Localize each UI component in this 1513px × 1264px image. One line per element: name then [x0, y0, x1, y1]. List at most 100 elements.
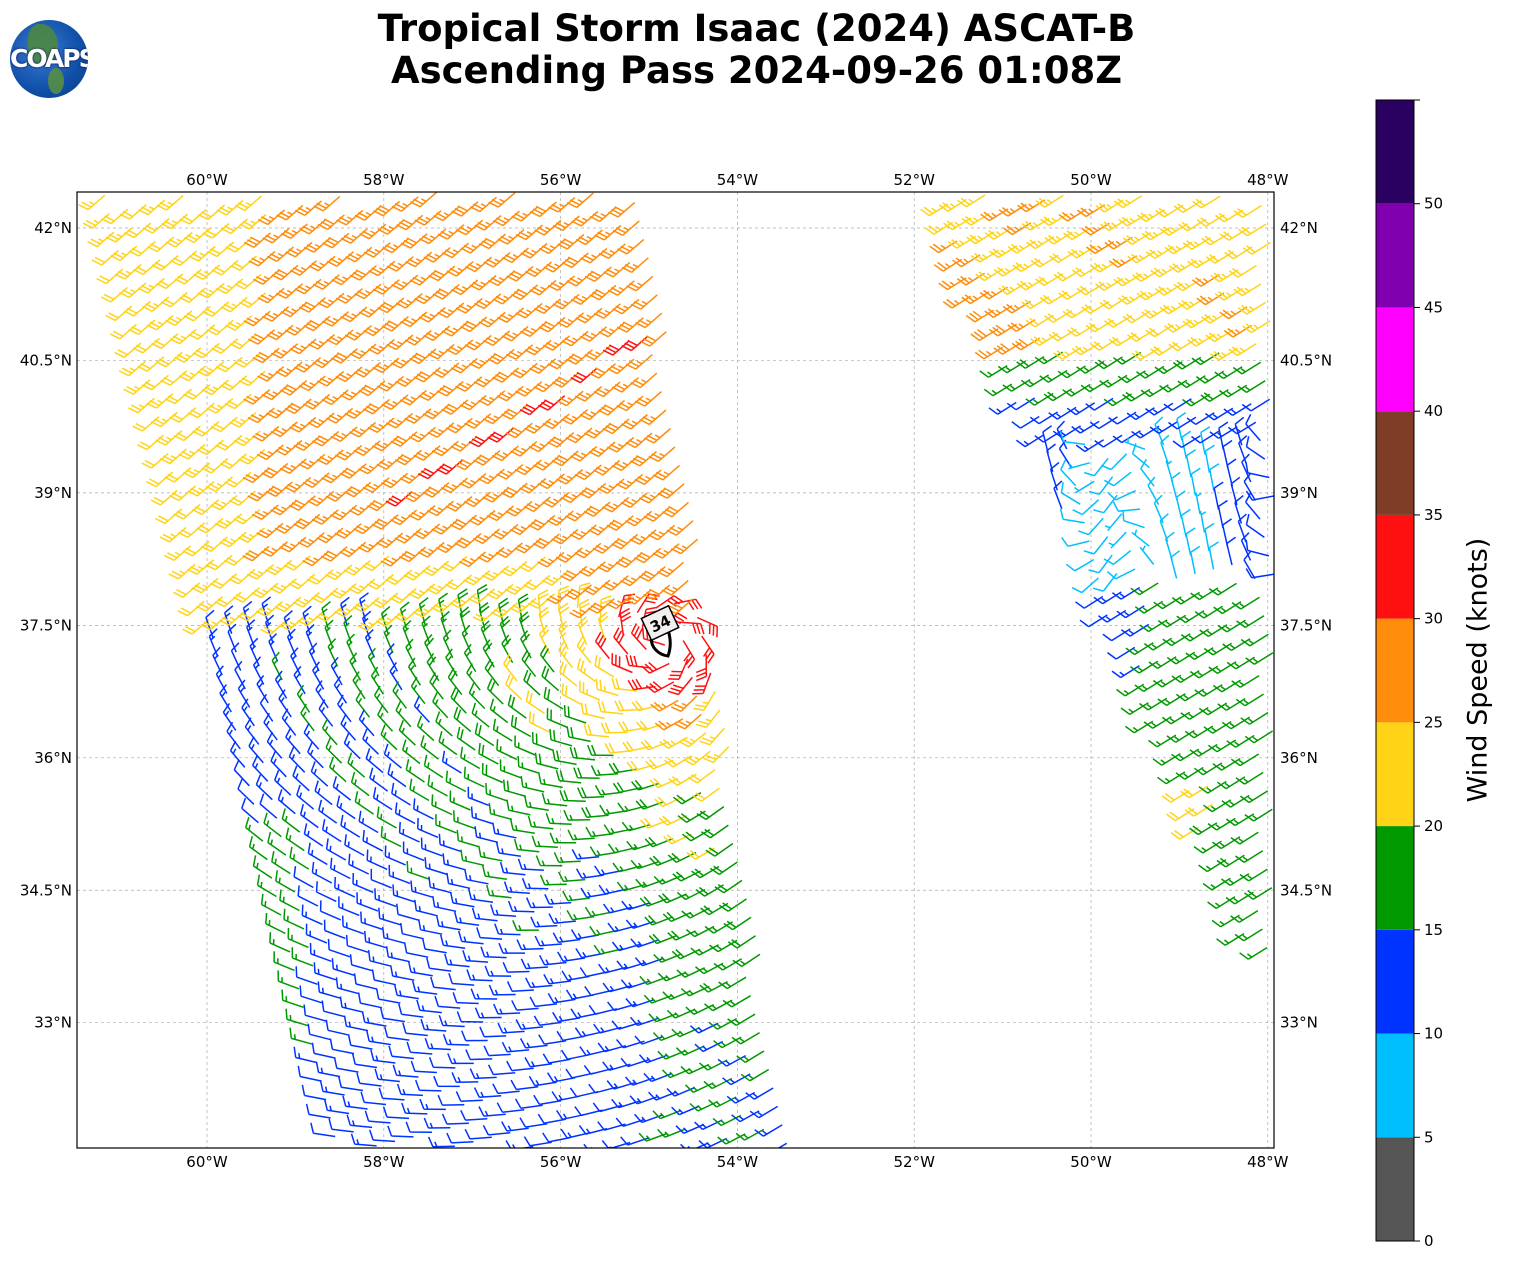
wind-barb [579, 404, 607, 421]
wind-barb [574, 542, 602, 559]
wind-barb [1058, 287, 1087, 300]
wind-barb [260, 619, 288, 636]
wind-barb [1217, 499, 1228, 529]
wind-barb [562, 890, 590, 902]
wind-barb [202, 222, 230, 239]
wind-barb [431, 519, 459, 535]
wind-barb [611, 677, 637, 692]
wind-barb [164, 467, 192, 483]
wind-barb [424, 633, 435, 663]
wind-barb [435, 915, 461, 931]
wind-barb [696, 616, 719, 638]
wind-barb [1182, 315, 1211, 329]
wind-barb [394, 606, 422, 623]
wind-barb [293, 1046, 318, 1064]
wind-barb [164, 545, 192, 561]
wind-barb [661, 580, 689, 596]
wind-barb [100, 286, 128, 303]
wind-barb [537, 1113, 566, 1124]
wind-barb [488, 270, 516, 287]
wind-barb [333, 675, 348, 704]
wind-barb [362, 477, 390, 493]
wind-barb [305, 1103, 331, 1119]
wind-barb [230, 255, 258, 271]
wind-barb [462, 950, 489, 963]
wind-barb [975, 268, 1004, 282]
wind-barb [1076, 360, 1105, 374]
wind-barb [361, 1011, 387, 1027]
logo-text: COAPS [10, 44, 88, 73]
wind-barb [580, 247, 608, 264]
wind-barb [356, 1072, 382, 1087]
wind-barb [335, 444, 363, 461]
wind-barb [418, 306, 446, 323]
wind-barb [997, 360, 1026, 374]
wind-barb [386, 256, 414, 272]
wind-barb [543, 686, 564, 710]
wind-barb [516, 939, 544, 951]
wind-barb [1048, 328, 1077, 342]
wind-barb [413, 523, 441, 540]
lat-label-right: 33°N [1280, 1014, 1318, 1032]
wind-barb [1060, 482, 1081, 505]
wind-barb [183, 384, 211, 400]
wind-barb [524, 339, 552, 356]
wind-barb [198, 204, 226, 221]
wind-barb [552, 372, 580, 388]
wind-barb [474, 293, 502, 310]
storm-track-icon [649, 629, 672, 658]
wind-barb [476, 927, 503, 940]
wind-barb [714, 879, 743, 894]
wind-barb [654, 796, 683, 808]
wind-barb [653, 874, 683, 885]
wind-barb [367, 338, 395, 355]
wind-barb [392, 1064, 419, 1078]
lon-label-top: 54°W [717, 171, 759, 189]
wind-barb [367, 647, 380, 677]
wind-barb [547, 993, 576, 1004]
wind-barb [404, 408, 432, 424]
wind-barb [334, 876, 356, 898]
wind-barb [575, 229, 603, 246]
wind-barb [193, 264, 221, 280]
wind-barb [570, 929, 599, 940]
wind-barb [644, 914, 673, 926]
wind-barb [998, 203, 1027, 217]
wind-barb [292, 765, 310, 792]
wind-barb [638, 566, 666, 582]
wind-barb [459, 473, 487, 489]
wind-barb [569, 602, 597, 619]
wind-barb [588, 363, 616, 379]
wind-barb [611, 653, 633, 674]
wind-barb [1002, 300, 1031, 314]
lon-label-bottom: 60°W [186, 1153, 228, 1171]
colorbar-bin [1376, 1033, 1414, 1138]
wind-barb [370, 666, 385, 695]
wind-barb [625, 654, 651, 669]
wind-barb [658, 814, 688, 826]
wind-barb [658, 893, 687, 904]
wind-barb [252, 425, 280, 442]
wind-barb [583, 723, 610, 738]
wind-barb [1039, 291, 1068, 305]
wind-barb [643, 427, 671, 444]
wind-barb [695, 709, 721, 729]
wind-barb [712, 1114, 742, 1127]
wind-barb [1189, 665, 1219, 679]
wind-barb [574, 1106, 603, 1117]
lat-label-left: 34.5°N [20, 881, 72, 899]
wind-barb [387, 763, 407, 788]
wind-barb [1152, 674, 1182, 688]
wind-barb [620, 570, 648, 587]
wind-barb [381, 472, 409, 489]
wind-barb [1026, 236, 1055, 250]
wind-barb [302, 550, 330, 567]
wind-barb [238, 448, 266, 465]
wind-barb [683, 750, 711, 766]
wind-barb [687, 769, 716, 784]
wind-barb [411, 980, 438, 995]
wind-barb [423, 754, 444, 779]
wind-barb [211, 259, 239, 276]
lat-label-left: 42°N [34, 219, 72, 237]
wind-barb [161, 213, 189, 230]
